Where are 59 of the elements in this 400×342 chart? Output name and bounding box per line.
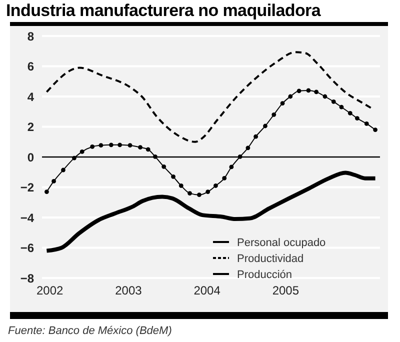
y-tick-label: −2 (20, 180, 34, 195)
point (206, 190, 210, 194)
point (263, 124, 268, 128)
point (108, 142, 114, 148)
point (296, 88, 302, 94)
y-tick-label: 6 (27, 60, 34, 74)
point (339, 104, 344, 110)
point (197, 192, 202, 198)
point (272, 112, 276, 117)
x-tick-label: 2002 (36, 284, 64, 298)
legend-label: Productividad (237, 253, 304, 266)
point (61, 168, 66, 172)
point (254, 134, 258, 139)
point (373, 128, 378, 132)
point (246, 146, 250, 150)
point (331, 99, 336, 104)
point (90, 144, 95, 149)
point (229, 164, 234, 170)
legend-label: Personal ocupado (237, 237, 326, 250)
y-tick-label: 0 (27, 150, 34, 164)
point (98, 143, 104, 148)
point (280, 101, 285, 106)
point (314, 90, 319, 94)
point (322, 94, 328, 99)
x-tick-label: 2004 (194, 284, 221, 298)
y-tick-label: −6 (20, 241, 34, 256)
point (72, 156, 76, 160)
point (44, 190, 49, 194)
y-tick-label: −8 (20, 271, 34, 286)
line-series (46, 51, 374, 143)
point (348, 110, 352, 116)
point (178, 184, 184, 188)
point (162, 164, 166, 169)
point (188, 191, 192, 196)
point (138, 145, 142, 150)
y-tick-label: 4 (27, 90, 34, 104)
legend-label: Producción (237, 269, 292, 282)
point (52, 179, 56, 184)
line-series (44, 170, 378, 253)
point (355, 116, 360, 120)
point (152, 154, 158, 159)
point (146, 147, 150, 152)
point (222, 176, 227, 180)
point (118, 142, 122, 148)
x-tick-label: 2003 (115, 284, 142, 298)
y-tick-label: 8 (27, 29, 34, 44)
chart-title: Industria manufacturera no maquiladora (6, 1, 320, 21)
point (288, 94, 293, 99)
point (238, 154, 242, 159)
point (364, 122, 369, 126)
y-tick-label: −4 (20, 210, 34, 225)
point (306, 88, 311, 93)
point (128, 143, 132, 148)
source-note: Fuente: Banco de México (BdeM) (8, 325, 172, 337)
x-tick-label: 2005 (272, 284, 300, 298)
point (214, 184, 218, 188)
point (80, 150, 84, 154)
y-tick-label: 2 (27, 120, 34, 134)
point (171, 174, 176, 179)
